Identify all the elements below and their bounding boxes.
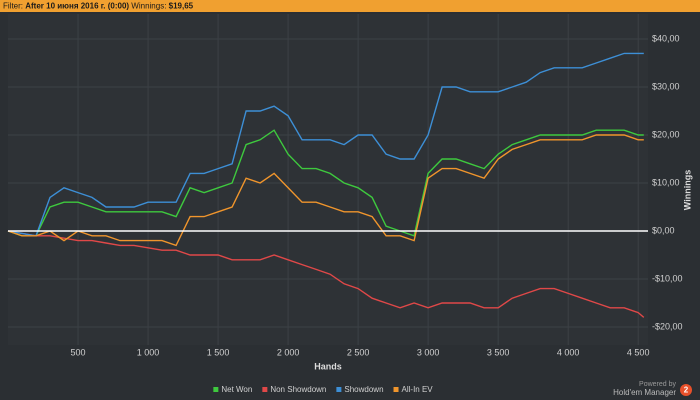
powered-by: Powered by (639, 381, 676, 388)
legend-marker (262, 387, 268, 392)
x-tick-label: 4 000 (557, 347, 580, 357)
x-tick-label: 2 000 (277, 347, 300, 357)
lines (7, 52, 648, 318)
x-tick-label: 3 500 (487, 347, 510, 357)
y-tick-label: -$10,00 (652, 273, 683, 283)
plot-area (8, 14, 648, 345)
series-line (7, 134, 644, 247)
legend-label: Non Showdown (270, 385, 326, 394)
series-line (7, 129, 644, 237)
x-tick-label: 4 500 (627, 347, 650, 357)
legend-label: Showdown (344, 385, 383, 394)
legend-label: Net Won (221, 385, 252, 394)
winnings-value: $19,65 (169, 2, 194, 11)
logo-text: 2 (684, 386, 689, 395)
legend: Net Won Non Showdown Showdown All-In EV (213, 385, 433, 394)
y-tick-label: $40,00 (652, 33, 680, 43)
winnings-label: Winnings: (131, 2, 166, 11)
y-tick-label: $10,00 (652, 177, 680, 187)
filter-text: Filter: After 10 июня 2016 г. (0:00) Win… (3, 2, 194, 11)
y-tick-label: $20,00 (652, 129, 680, 139)
x-tick-label: 1 500 (207, 347, 230, 357)
legend-marker (336, 387, 342, 392)
x-axis-title: Hands (314, 361, 342, 371)
y-tick-label: -$20,00 (652, 321, 683, 331)
filter-label: Filter: (3, 2, 23, 11)
y-axis-title: Winnings (682, 170, 692, 210)
x-tick-label: 3 000 (417, 347, 440, 357)
y-tick-label: $30,00 (652, 81, 680, 91)
filter-value: After 10 июня 2016 г. (0:00) (25, 2, 129, 11)
y-tick-label: $0,00 (652, 225, 675, 235)
legend-label: All-In EV (402, 385, 434, 394)
series-line (7, 230, 645, 318)
legend-marker (213, 387, 219, 392)
x-tick-label: 2 500 (347, 347, 370, 357)
brand: Hold'em Manager (613, 388, 676, 397)
legend-marker (393, 387, 399, 392)
filter-bar (0, 0, 700, 12)
x-tick-label: 500 (71, 347, 86, 357)
series-line (7, 52, 644, 237)
logo (680, 384, 692, 396)
x-tick-label: 1 000 (137, 347, 160, 357)
